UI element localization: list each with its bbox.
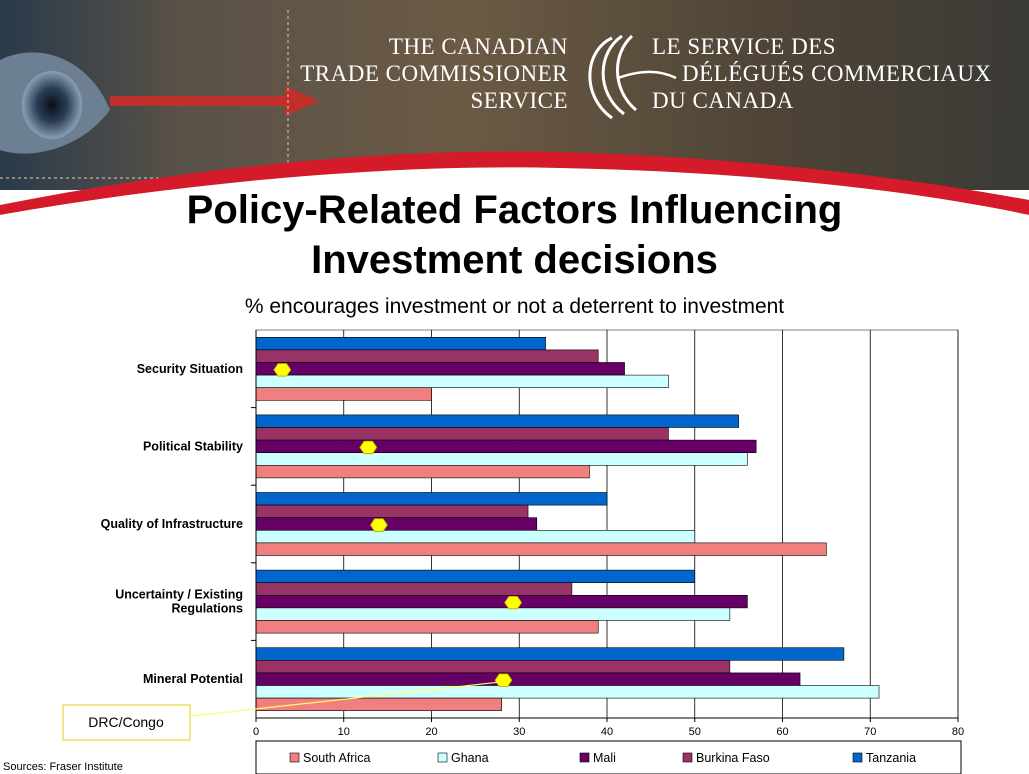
x-tick-label: 30: [513, 726, 525, 738]
title-line-1: Policy-Related Factors Influencing: [186, 188, 843, 232]
bar-south-africa: [255, 464, 590, 479]
category-label: Quality of Infrastructure: [101, 517, 243, 531]
legend-swatch: [682, 752, 693, 763]
x-tick-label: 70: [864, 726, 876, 738]
drc-congo-marker: [504, 595, 523, 610]
bar-tanzania: [255, 647, 845, 661]
x-tick-label: 10: [338, 726, 350, 738]
legend-swatch: [289, 752, 300, 763]
legend-swatch: [437, 752, 448, 763]
org-fr-line-1: LE SERVICE DES: [652, 34, 837, 59]
annotation-label: DRC/Congo: [88, 714, 164, 730]
category-label: Mineral Potential: [143, 672, 243, 686]
header-banner: [0, 0, 1029, 215]
legend-label: Burkina Faso: [696, 751, 770, 765]
bar-mali: [255, 517, 538, 531]
bar-tanzania: [255, 569, 696, 583]
white-cover: [0, 167, 1029, 215]
category-label: Uncertainty / Existing: [115, 588, 243, 602]
x-tick-label: 0: [253, 726, 259, 738]
bar-ghana: [255, 607, 731, 621]
red-arc: [0, 151, 1029, 215]
bar-burkina-faso: [255, 659, 731, 674]
drc-congo-marker: [359, 440, 378, 455]
x-tick-label: 20: [425, 726, 437, 738]
bar-burkina-faso: [255, 504, 529, 519]
bar-ghana: [255, 685, 880, 699]
page-title: Policy-Related Factors Influencing Inves…: [0, 185, 1029, 285]
bar-mali: [255, 672, 801, 686]
bar-ghana: [255, 529, 696, 544]
bar-south-africa: [255, 542, 827, 556]
drc-congo-marker: [369, 518, 388, 532]
bar-mali: [255, 439, 757, 454]
org-en-line-2: TRADE COMMISSIONER: [300, 61, 568, 86]
category-label: Political Stability: [143, 439, 243, 453]
title-line-2: Investment decisions: [311, 238, 718, 282]
x-tick-label: 60: [776, 726, 788, 738]
bar-ghana: [255, 452, 748, 466]
org-name-french: LE SERVICE DES DÉLÉGUÉS COMMERCIAUX DU C…: [652, 35, 1022, 116]
bar-mali: [255, 594, 748, 609]
legend-label: Mali: [593, 751, 616, 765]
category-label: Security Situation: [137, 362, 243, 376]
org-en-line-3: SERVICE: [470, 88, 568, 113]
org-fr-line-3: DU CANADA: [652, 88, 794, 113]
bar-ghana: [255, 374, 669, 389]
annotation-box: [62, 704, 191, 741]
legend-box: [255, 740, 962, 774]
org-fr-line-2: DÉLÉGUÉS COMMERCIAUX: [682, 61, 992, 86]
maple-leaf-swirl-logo: [588, 34, 677, 120]
category-label: Regulations: [171, 602, 243, 616]
bar-burkina-faso: [255, 582, 573, 596]
bar-mali: [255, 362, 625, 376]
x-tick-label: 50: [689, 726, 701, 738]
annotation-leader-line: [191, 681, 499, 717]
drc-congo-marker: [273, 363, 292, 377]
legend-label: South Africa: [303, 751, 370, 765]
org-en-line-1: THE CANADIAN: [388, 34, 568, 59]
bar-burkina-faso: [255, 427, 669, 441]
arrow-icon: [110, 86, 320, 116]
bar-tanzania: [255, 492, 608, 506]
bar-south-africa: [255, 620, 599, 634]
x-tick-label: 40: [601, 726, 613, 738]
bar-south-africa: [255, 387, 432, 401]
chart-subtitle: % encourages investment or not a deterre…: [244, 295, 785, 318]
source-note: Sources: Fraser Institute: [3, 761, 123, 773]
legend-label: Tanzania: [866, 751, 916, 765]
legend-swatch: [852, 752, 863, 763]
drc-congo-marker: [494, 673, 513, 687]
legend-swatch: [579, 752, 590, 763]
eye-iris-icon: [22, 71, 82, 139]
org-name-english: THE CANADIAN TRADE COMMISSIONER SERVICE: [250, 35, 568, 116]
bar-tanzania: [255, 336, 546, 351]
bar-tanzania: [255, 414, 739, 428]
legend-label: Ghana: [451, 751, 489, 765]
bar-burkina-faso: [255, 349, 599, 363]
x-tick-label: 80: [952, 726, 964, 738]
